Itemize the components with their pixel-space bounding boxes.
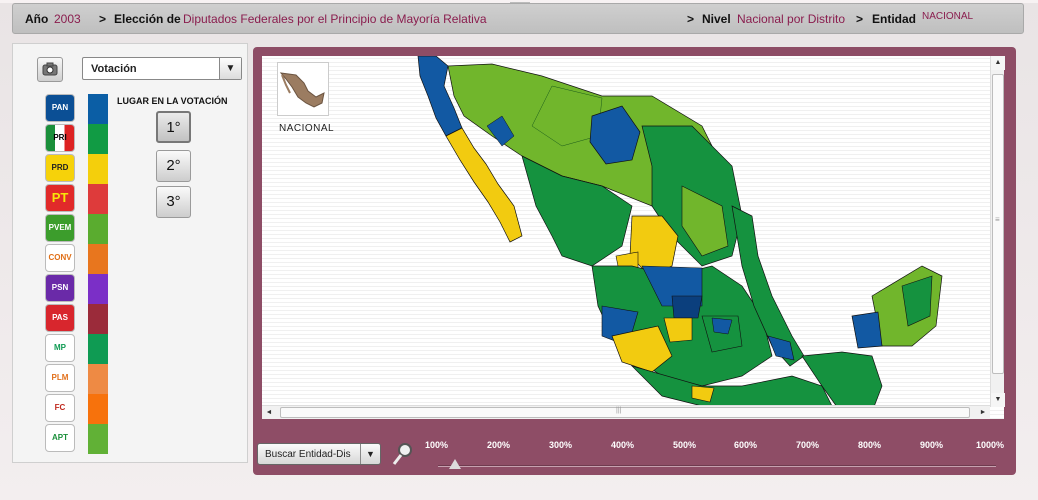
region-chihuahua-blue bbox=[589, 105, 641, 165]
legend-panel: Votación ▼ PAN PRI PRD PT PVEM CONV PSN … bbox=[12, 43, 248, 463]
party-color-swatch bbox=[88, 124, 108, 154]
zoom-level-label: 1000% bbox=[976, 440, 1005, 450]
rank-first-button[interactable]: 1° bbox=[156, 111, 191, 143]
zoom-level-label: 800% bbox=[858, 440, 882, 450]
camera-icon bbox=[42, 62, 58, 76]
level-value[interactable]: Nacional por Distrito bbox=[737, 12, 846, 26]
region-hermosillo bbox=[486, 115, 515, 147]
party-logo-mexico-posible[interactable]: MP bbox=[45, 334, 75, 362]
region-baja-south bbox=[445, 127, 523, 243]
magnifier-icon[interactable] bbox=[391, 442, 413, 466]
party-logo-alianza[interactable]: APT bbox=[45, 424, 75, 452]
party-color-swatch bbox=[88, 304, 108, 334]
party-logo-pan[interactable]: PAN bbox=[45, 94, 75, 122]
zoom-level-label: 200% bbox=[487, 440, 511, 450]
party-color-swatch bbox=[88, 394, 108, 424]
map-viewport[interactable]: NACIONAL bbox=[262, 56, 1005, 419]
party-color-swatch bbox=[88, 244, 108, 274]
party-color-swatch bbox=[88, 274, 108, 304]
screenshot-button[interactable] bbox=[37, 57, 63, 82]
scroll-down-button[interactable]: ▼ bbox=[991, 393, 1005, 407]
region-southeast bbox=[801, 351, 883, 415]
election-label: Elección de bbox=[114, 12, 181, 26]
district-map[interactable] bbox=[402, 56, 1002, 416]
party-color-swatch bbox=[88, 214, 108, 244]
national-minimap[interactable] bbox=[277, 62, 329, 116]
party-color-swatch bbox=[88, 94, 108, 124]
party-logo-pt[interactable]: PT bbox=[45, 184, 75, 212]
zoom-slider-track[interactable] bbox=[438, 465, 996, 467]
zoom-level-label: 400% bbox=[611, 440, 635, 450]
party-color-swatch bbox=[88, 334, 108, 364]
chevron-down-icon[interactable]: ▼ bbox=[360, 444, 380, 464]
zoom-slider-thumb[interactable] bbox=[449, 459, 461, 469]
party-logo-list: PAN PRI PRD PT PVEM CONV PSN PAS MP PLM … bbox=[45, 94, 75, 454]
scroll-up-button[interactable]: ▲ bbox=[991, 56, 1005, 70]
chevron-down-icon[interactable]: ▼ bbox=[219, 58, 241, 79]
zoom-level-label: 900% bbox=[920, 440, 944, 450]
rank-second-button[interactable]: 2° bbox=[156, 150, 191, 182]
breadcrumb-separator: > bbox=[99, 12, 107, 26]
party-logo-fuerza-ciudadana[interactable]: FC bbox=[45, 394, 75, 422]
entity-value[interactable]: NACIONAL bbox=[922, 11, 974, 22]
top-decoration bbox=[0, 0, 1038, 3]
view-select[interactable]: Votación ▼ bbox=[82, 57, 242, 80]
minimap-label: NACIONAL bbox=[279, 123, 335, 134]
breadcrumb-separator: > bbox=[687, 12, 695, 26]
region-michoacan bbox=[611, 325, 673, 373]
horizontal-scroll-thumb[interactable]: ||| bbox=[280, 407, 970, 418]
breadcrumb: Año 2003 > Elección de Diputados Federal… bbox=[12, 3, 1024, 34]
party-logo-pas[interactable]: PAS bbox=[45, 304, 75, 332]
panel-collapse-handle[interactable] bbox=[510, 0, 530, 3]
election-value[interactable]: Diputados Federales por el Principio de … bbox=[183, 12, 487, 26]
party-color-swatch bbox=[88, 184, 108, 214]
entity-label: Entidad bbox=[872, 12, 916, 26]
party-logo-psn[interactable]: PSN bbox=[45, 274, 75, 302]
year-label: Año bbox=[25, 12, 49, 26]
horizontal-scrollbar[interactable]: ◄ ||| ► bbox=[262, 405, 990, 419]
zoom-level-label: 600% bbox=[734, 440, 758, 450]
scroll-left-button[interactable]: ◄ bbox=[265, 409, 273, 416]
party-logo-pri[interactable]: PRI bbox=[45, 124, 75, 152]
rank-third-button[interactable]: 3° bbox=[156, 186, 191, 218]
zoom-level-label: 700% bbox=[796, 440, 820, 450]
party-logo-plm[interactable]: PLM bbox=[45, 364, 75, 392]
map-panel: NACIONAL bbox=[253, 47, 1016, 475]
party-color-swatch bbox=[88, 424, 108, 454]
zoom-level-label: 500% bbox=[673, 440, 697, 450]
party-color-swatch bbox=[88, 154, 108, 184]
vertical-scrollbar[interactable]: ▲ ≡ ▼ bbox=[990, 56, 1005, 407]
party-logo-pvem[interactable]: PVEM bbox=[45, 214, 75, 242]
party-color-swatches bbox=[88, 94, 108, 454]
zoom-level-label: 300% bbox=[549, 440, 573, 450]
search-entity-value: Buscar Entidad-Dis bbox=[265, 449, 351, 460]
party-logo-convergencia[interactable]: CONV bbox=[45, 244, 75, 272]
breadcrumb-separator: > bbox=[856, 12, 864, 26]
zoom-level-label: 100% bbox=[425, 440, 449, 450]
year-value[interactable]: 2003 bbox=[54, 12, 81, 26]
party-logo-prd[interactable]: PRD bbox=[45, 154, 75, 182]
vertical-scroll-thumb[interactable]: ≡ bbox=[992, 74, 1004, 374]
search-entity-dropdown[interactable]: Buscar Entidad-Dis ▼ bbox=[257, 443, 381, 465]
mexico-minimap-icon bbox=[279, 72, 325, 108]
region-campeche-blue bbox=[851, 311, 883, 349]
view-select-value: Votación bbox=[91, 63, 137, 75]
region-sinaloa-durango bbox=[521, 155, 633, 267]
rank-title: LUGAR EN LA VOTACIÓN bbox=[117, 96, 228, 106]
scroll-right-button[interactable]: ► bbox=[979, 409, 987, 416]
level-label: Nivel bbox=[702, 12, 731, 26]
party-color-swatch bbox=[88, 364, 108, 394]
